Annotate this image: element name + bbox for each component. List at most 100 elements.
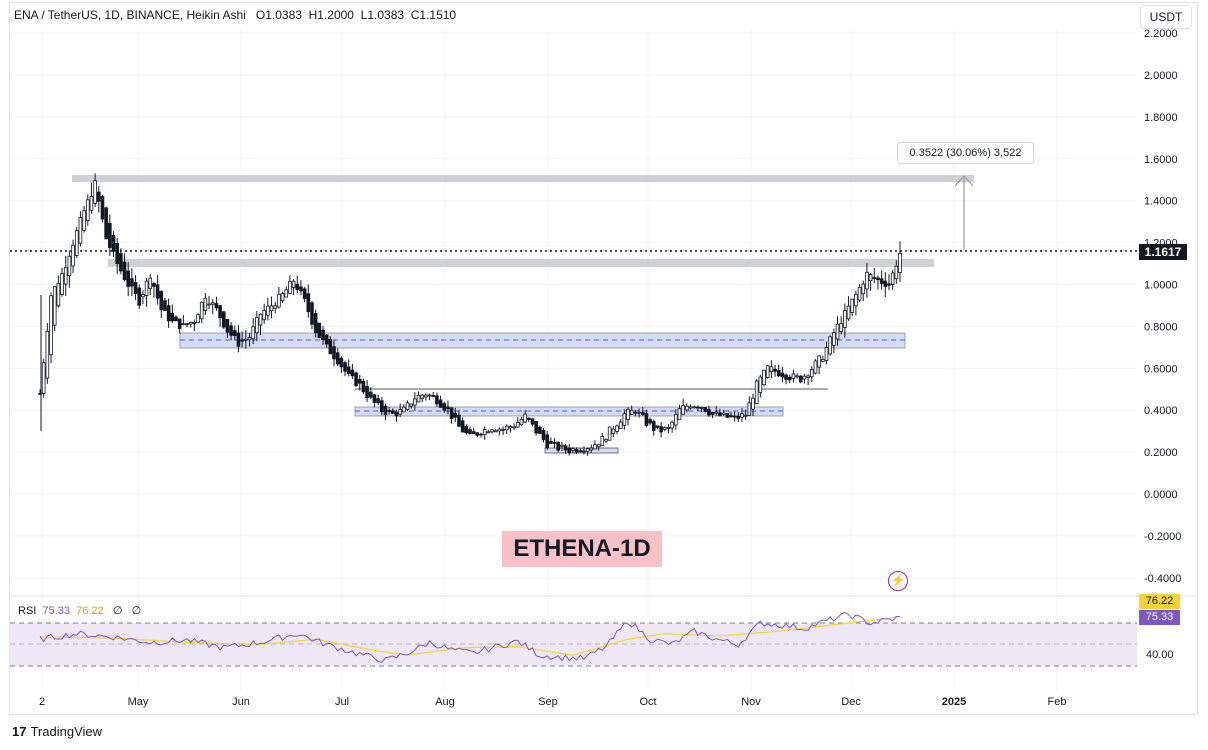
candle-body — [383, 405, 388, 416]
candle-body — [148, 277, 153, 289]
price-tick-label: 0.6000 — [1144, 363, 1178, 375]
candle-body — [688, 406, 693, 409]
symbol-title[interactable]: ENA / TetherUS, 1D, BINANCE, Heikin Ashi — [14, 8, 246, 22]
candle-body — [324, 334, 329, 345]
candle-body — [232, 330, 237, 336]
candle-body — [501, 428, 505, 431]
candle-body — [196, 314, 200, 324]
annotation-title[interactable]: ETHENA-1D — [502, 531, 662, 567]
candle-body — [391, 410, 395, 414]
candle-body — [343, 362, 347, 372]
candle-body — [409, 403, 413, 407]
candle-body — [405, 402, 410, 410]
candle-body — [460, 420, 465, 433]
candle-body — [666, 426, 671, 429]
time-tick-label: Jul — [335, 696, 349, 708]
candle-body — [710, 411, 715, 415]
candle-body — [729, 415, 733, 418]
candle-body — [549, 440, 553, 444]
candle-body — [795, 375, 799, 378]
ohlc-open: 1.0383 — [265, 8, 302, 22]
candle-body — [210, 302, 215, 305]
candle-body — [449, 407, 454, 419]
candle-body — [240, 339, 244, 342]
candle-body — [137, 287, 142, 306]
candle-body — [659, 426, 663, 433]
candle-body — [835, 323, 840, 340]
candle-body — [302, 288, 307, 299]
candle-body — [67, 255, 72, 277]
candle-body — [622, 413, 627, 426]
candle-body — [277, 293, 281, 308]
last-price-tag: 1.1617 — [1139, 244, 1187, 260]
candle-body — [600, 436, 605, 447]
candle-body — [100, 196, 105, 220]
candle-body — [284, 289, 289, 298]
measure-arrow-head — [954, 175, 974, 187]
candle-body — [394, 411, 399, 417]
candle-body — [585, 448, 590, 452]
candle-body — [857, 287, 862, 301]
time-tick-label: Feb — [1048, 696, 1067, 708]
resistance-band-mid[interactable] — [108, 259, 934, 267]
ohlc-high: 1.2000 — [317, 8, 354, 22]
time-tick-label: 2025 — [942, 696, 966, 708]
candle-body — [269, 305, 274, 312]
currency-button[interactable]: USDT — [1140, 5, 1192, 29]
candle-body — [776, 369, 781, 377]
rsi-legend-extra2: ∅ — [131, 605, 142, 617]
rsi-legend-ma: 76.22 — [76, 605, 104, 617]
candle-body — [876, 277, 880, 281]
candle-body — [56, 282, 61, 307]
rsi-line[interactable] — [39, 611, 901, 663]
candle-body — [699, 406, 704, 409]
candle-body — [464, 426, 469, 434]
resistance-band-top[interactable] — [72, 175, 974, 182]
rsi-value-tag: 75.33 — [1139, 610, 1180, 625]
time-axis[interactable]: 2 May Jun Jul Aug Sep Oct Nov Dec 2025 Feb — [39, 696, 1067, 708]
ohlc-low: 1.0383 — [367, 8, 405, 22]
ohlc-high-label: H — [308, 8, 318, 22]
candle-body — [89, 196, 94, 211]
candle-body — [626, 408, 630, 420]
candle-body — [130, 278, 134, 287]
candle-body — [288, 280, 292, 294]
time-tick-label: Jun — [232, 696, 250, 708]
candle-body — [578, 450, 583, 453]
rsi-legend-value: 75.33 — [42, 605, 70, 617]
candle-body — [115, 242, 119, 264]
candle-body — [523, 413, 527, 423]
candle-body — [828, 336, 832, 355]
candle-body — [453, 412, 458, 418]
measure-label[interactable]: 0.3522 (30.06%) 3,522 — [897, 142, 1034, 164]
ohlc-open-label: O — [255, 8, 266, 22]
time-tick-label: Nov — [741, 696, 761, 708]
candle-body — [607, 426, 612, 441]
candle-body — [295, 283, 300, 290]
price-tick-label: 0.8000 — [1144, 321, 1178, 333]
candle-body — [291, 280, 296, 288]
candle-body — [861, 283, 866, 295]
candle-body — [582, 450, 586, 453]
symbol-header[interactable]: ENA / TetherUS, 1D, BINANCE, Heikin Ashi… — [14, 8, 456, 22]
candle-body — [563, 445, 568, 451]
candle-body — [515, 422, 520, 428]
candle-body — [787, 376, 792, 381]
price-tick-label: 1.4000 — [1144, 196, 1178, 208]
candle-body — [894, 265, 899, 280]
candle-body — [402, 406, 406, 413]
rsi-ma-line[interactable] — [40, 615, 901, 656]
chart-frame — [9, 2, 1198, 715]
candle-body — [97, 191, 101, 202]
candle-body — [141, 294, 145, 298]
price-axis[interactable]: 2.20002.00001.80001.60001.40001.20001.00… — [1144, 28, 1181, 585]
candle-body — [879, 278, 884, 284]
tradingview-logo[interactable]: 17 TradingView — [12, 724, 102, 739]
bolt-icon[interactable]: ⚡ — [888, 571, 908, 591]
candle-body — [824, 346, 829, 361]
candle-body — [361, 380, 366, 393]
candle-body — [530, 418, 535, 425]
candle-series[interactable] — [38, 173, 902, 456]
rsi-legend[interactable]: RSI 75.33 76.22 ∅ ∅ — [18, 604, 141, 617]
